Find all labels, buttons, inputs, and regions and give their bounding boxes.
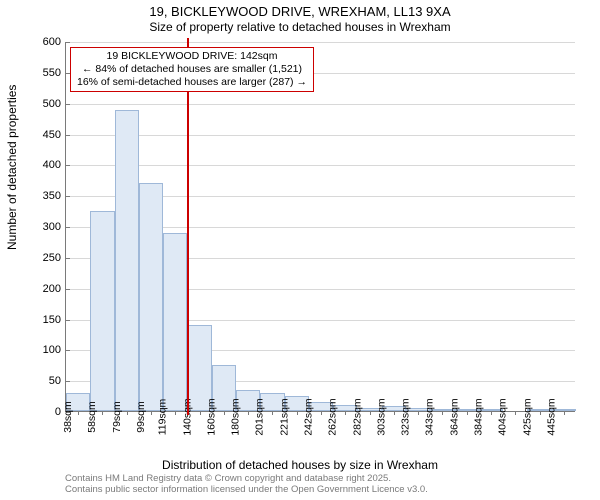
x-tick-mark <box>345 411 346 415</box>
x-tick-label: 242sqm <box>302 398 314 435</box>
x-tick-mark <box>224 411 225 415</box>
x-tick-mark <box>175 411 176 415</box>
x-tick-label: 384sqm <box>472 398 484 435</box>
plot-area: 05010015020025030035040045050055060038sq… <box>65 42 575 412</box>
y-tick-label: 350 <box>43 190 66 202</box>
callout-line-1: 19 BICKLEYWOOD DRIVE: 142sqm <box>77 50 307 63</box>
x-axis-label: Distribution of detached houses by size … <box>0 458 600 472</box>
y-tick-label: 150 <box>43 314 66 326</box>
footer-line-2: Contains public sector information licen… <box>65 485 428 496</box>
histogram-bar <box>90 211 114 411</box>
x-tick-mark <box>370 411 371 415</box>
marker-callout: 19 BICKLEYWOOD DRIVE: 142sqm ← 84% of de… <box>70 47 314 92</box>
chart-title: 19, BICKLEYWOOD DRIVE, WREXHAM, LL13 9XA <box>0 0 600 20</box>
x-tick-label: 38sqm <box>62 401 74 433</box>
gridline <box>66 104 575 105</box>
x-tick-label: 119sqm <box>157 399 169 436</box>
x-tick-label: 99sqm <box>135 401 147 433</box>
x-tick-mark <box>467 411 468 415</box>
x-tick-mark <box>564 411 565 415</box>
x-tick-label: 201sqm <box>254 398 266 435</box>
x-tick-mark <box>127 411 128 415</box>
x-tick-mark <box>491 411 492 415</box>
y-tick-label: 50 <box>49 375 66 387</box>
x-tick-label: 262sqm <box>327 398 339 435</box>
x-tick-label: 323sqm <box>399 398 411 435</box>
x-tick-label: 425sqm <box>521 398 533 435</box>
x-tick-mark <box>321 411 322 415</box>
x-tick-mark <box>418 411 419 415</box>
footer-attribution: Contains HM Land Registry data © Crown c… <box>65 474 428 496</box>
x-tick-mark <box>200 411 201 415</box>
x-tick-mark <box>78 411 79 415</box>
x-tick-label: 303sqm <box>375 398 387 435</box>
x-tick-label: 343sqm <box>424 398 436 435</box>
y-tick-label: 550 <box>43 67 66 79</box>
y-tick-label: 300 <box>43 221 66 233</box>
chart-subtitle: Size of property relative to detached ho… <box>0 20 600 34</box>
x-tick-label: 404sqm <box>497 398 509 435</box>
callout-line-3: 16% of semi-detached houses are larger (… <box>77 76 307 89</box>
y-tick-label: 400 <box>43 159 66 171</box>
y-tick-label: 450 <box>43 129 66 141</box>
gridline <box>66 42 575 43</box>
y-tick-label: 600 <box>43 36 66 48</box>
gridline <box>66 135 575 136</box>
chart-container: 19, BICKLEYWOOD DRIVE, WREXHAM, LL13 9XA… <box>0 0 600 500</box>
y-tick-label: 250 <box>43 252 66 264</box>
x-tick-mark <box>297 411 298 415</box>
y-axis-label: Number of detached properties <box>5 85 19 250</box>
x-tick-label: 58sqm <box>87 401 99 433</box>
y-tick-label: 100 <box>43 344 66 356</box>
x-tick-label: 160sqm <box>205 398 217 435</box>
x-tick-label: 445sqm <box>545 398 557 435</box>
x-tick-label: 364sqm <box>448 398 460 435</box>
x-tick-mark <box>442 411 443 415</box>
y-tick-label: 200 <box>43 283 66 295</box>
histogram-bar <box>139 183 163 411</box>
x-tick-mark <box>272 411 273 415</box>
x-tick-mark <box>515 411 516 415</box>
histogram-bar <box>163 233 187 411</box>
histogram-bar <box>115 110 139 411</box>
property-marker-line <box>187 38 189 415</box>
x-tick-mark <box>394 411 395 415</box>
gridline <box>66 165 575 166</box>
x-tick-mark <box>102 411 103 415</box>
callout-line-2: ← 84% of detached houses are smaller (1,… <box>77 63 307 76</box>
x-tick-mark <box>151 411 152 415</box>
x-tick-label: 282sqm <box>351 398 363 435</box>
x-tick-label: 221sqm <box>278 398 290 435</box>
y-tick-label: 500 <box>43 98 66 110</box>
x-tick-label: 180sqm <box>229 398 241 435</box>
x-tick-mark <box>248 411 249 415</box>
x-tick-label: 79sqm <box>111 401 123 433</box>
x-tick-mark <box>540 411 541 415</box>
